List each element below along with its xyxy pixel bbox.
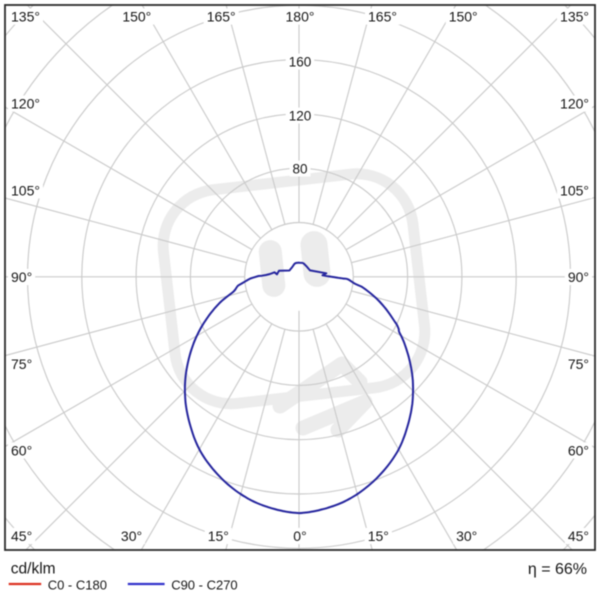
svg-text:80: 80 — [292, 161, 307, 176]
svg-text:60°: 60° — [11, 443, 32, 459]
svg-text:75°: 75° — [568, 356, 589, 372]
svg-text:0°: 0° — [293, 528, 306, 544]
svg-text:165°: 165° — [368, 9, 397, 25]
svg-text:150°: 150° — [449, 9, 478, 25]
svg-text:75°: 75° — [11, 356, 32, 372]
svg-text:cd/klm: cd/klm — [11, 560, 56, 577]
svg-text:160: 160 — [289, 54, 312, 69]
svg-text:120°: 120° — [560, 96, 589, 112]
svg-text:30°: 30° — [121, 528, 142, 544]
svg-text:120: 120 — [289, 108, 312, 123]
svg-text:15°: 15° — [208, 528, 229, 544]
svg-text:105°: 105° — [11, 182, 40, 198]
svg-text:135°: 135° — [560, 9, 589, 25]
svg-text:165°: 165° — [207, 9, 236, 25]
svg-text:150°: 150° — [122, 9, 151, 25]
svg-text:180°: 180° — [286, 9, 315, 25]
svg-text:45°: 45° — [568, 528, 589, 544]
svg-text:45°: 45° — [11, 528, 32, 544]
svg-text:15°: 15° — [368, 528, 389, 544]
svg-text:135°: 135° — [11, 9, 40, 25]
svg-text:60°: 60° — [568, 443, 589, 459]
svg-text:C0 - C180: C0 - C180 — [48, 578, 107, 593]
svg-text:105°: 105° — [560, 182, 589, 198]
svg-text:90°: 90° — [11, 269, 32, 285]
svg-text:30°: 30° — [456, 528, 477, 544]
svg-text:C90 - C270: C90 - C270 — [171, 578, 237, 593]
svg-text:η = 66%: η = 66% — [528, 561, 587, 578]
svg-text:120°: 120° — [11, 96, 40, 112]
svg-text:90°: 90° — [568, 269, 589, 285]
